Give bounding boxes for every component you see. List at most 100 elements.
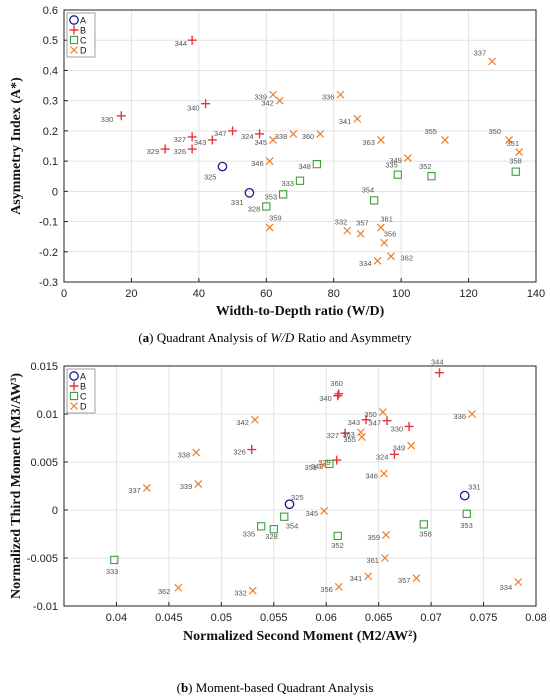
data-point — [217, 161, 228, 172]
point-label: 340 — [319, 394, 332, 403]
data-point — [393, 170, 402, 179]
x-tick-label: 40 — [193, 288, 205, 300]
point-label: 331 — [231, 198, 244, 207]
plot-frame — [63, 365, 537, 607]
data-point — [387, 252, 395, 261]
data-point — [174, 583, 183, 592]
point-label: 343 — [194, 138, 207, 147]
legend-marker — [69, 15, 79, 25]
point-label: 336 — [454, 412, 467, 421]
point-label: 363 — [362, 138, 375, 147]
data-point — [244, 187, 255, 198]
data-point — [333, 391, 343, 401]
point-label: 362 — [401, 253, 414, 262]
point-label: 350 — [364, 410, 377, 419]
y-tick-label: 0.01 — [37, 409, 58, 421]
data-point — [419, 520, 428, 529]
point-label: 337 — [128, 486, 141, 495]
data-point — [468, 410, 476, 418]
data-point — [403, 154, 412, 163]
point-label: 336 — [322, 93, 335, 102]
y-tick-label: 0 — [52, 505, 58, 517]
data-point — [255, 129, 265, 139]
data-point — [343, 226, 352, 235]
caption-a: (a) Quadrant Analysis of W/D Ratio and A… — [138, 330, 412, 345]
x-tick-label: 100 — [392, 288, 410, 300]
point-label: 335 — [385, 161, 398, 170]
data-point — [379, 469, 388, 478]
data-point — [207, 135, 217, 145]
y-tick-label: 0.3 — [43, 96, 58, 108]
x-tick-label: 0.06 — [316, 612, 337, 624]
data-point — [376, 136, 385, 144]
data-point — [110, 555, 119, 565]
data-point — [381, 554, 389, 562]
data-point — [380, 238, 389, 247]
data-point — [269, 525, 278, 534]
data-point — [247, 445, 257, 455]
y-tick-label: 0.1 — [43, 156, 58, 168]
data-point — [269, 90, 277, 99]
data-point — [462, 509, 471, 518]
point-label: 334 — [359, 259, 372, 268]
point-label: 361 — [366, 556, 379, 565]
series-b: 344 330 340 347 324 343 327 326 329 — [101, 35, 265, 156]
data-point — [488, 57, 497, 66]
grid-lines — [63, 9, 537, 283]
x-tick-label: 0.045 — [155, 612, 183, 624]
data-point — [320, 507, 329, 515]
plot-frame — [63, 9, 537, 283]
point-label: 326 — [233, 448, 246, 457]
data-point — [325, 459, 334, 469]
point-label: 328 — [248, 204, 261, 213]
legend-marker — [69, 391, 79, 401]
data-point — [187, 35, 197, 45]
data-point — [336, 90, 345, 99]
x-tick-label: 0.05 — [211, 612, 232, 624]
point-label: 354 — [286, 522, 299, 531]
data-point — [284, 499, 295, 510]
data-point — [459, 490, 470, 501]
point-label: 339 — [255, 93, 268, 102]
point-label: 345 — [306, 509, 319, 518]
legend-marker — [70, 46, 78, 54]
point-label: 346 — [251, 159, 264, 168]
point-label: 338 — [178, 450, 191, 459]
point-label: 327 — [174, 135, 187, 144]
data-point — [228, 126, 238, 136]
point-label: 360 — [302, 132, 315, 141]
legend-marker — [69, 371, 79, 381]
point-label: 332 — [234, 589, 247, 598]
point-label: 356 — [320, 585, 333, 594]
legend-marker — [69, 35, 79, 45]
x-tick-label: 0.065 — [365, 612, 393, 624]
x-tick-label: 0 — [61, 288, 67, 300]
point-label: 344 — [431, 358, 444, 367]
data-point — [312, 159, 322, 169]
point-label: 346 — [365, 472, 378, 481]
data-point — [505, 136, 513, 144]
point-label: 333 — [106, 567, 119, 576]
y-tick-label: -0.005 — [27, 553, 58, 565]
x-tick-label: 80 — [328, 288, 340, 300]
data-point — [515, 148, 524, 156]
point-label: 330 — [391, 424, 404, 433]
data-point — [201, 99, 211, 109]
y-axis-title: Asymmetry Index (A*) — [9, 77, 24, 215]
point-label: 326 — [174, 147, 187, 156]
point-label: 342 — [236, 418, 249, 427]
point-label: 348 — [298, 162, 311, 171]
data-point — [334, 582, 343, 591]
point-label: 356 — [384, 230, 397, 239]
y-tick-label: 0.2 — [43, 126, 58, 138]
x-tick-label: 0.075 — [470, 612, 498, 624]
x-tick-label: 140 — [527, 288, 545, 300]
data-point — [389, 449, 399, 459]
point-label: 341 — [350, 574, 363, 583]
y-tick-label: -0.2 — [39, 247, 58, 259]
point-label: 362 — [158, 587, 171, 596]
data-point — [187, 132, 197, 142]
data-point — [370, 196, 379, 205]
data-point — [361, 415, 371, 425]
